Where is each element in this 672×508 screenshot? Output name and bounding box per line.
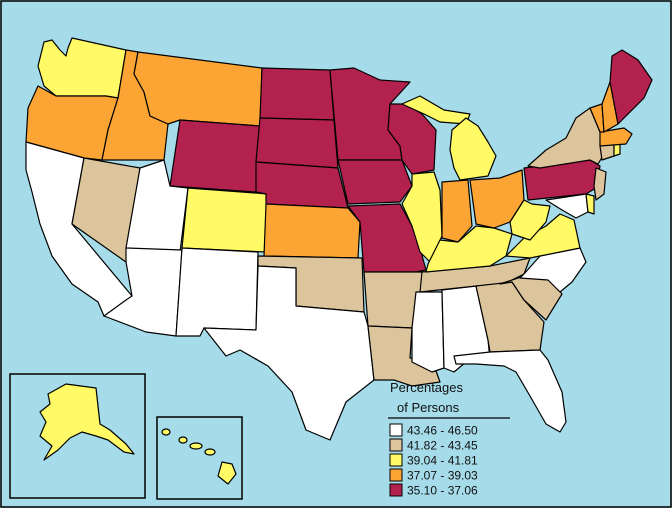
state-mississippi: [411, 291, 445, 373]
state-colorado: [181, 187, 269, 253]
state-iowa: [337, 159, 413, 205]
state-hawaii: [161, 428, 237, 485]
legend-swatch-1: [389, 423, 403, 437]
legend-title-line2: of Persons: [397, 400, 460, 415]
hawaii-inset-frame: [156, 416, 243, 500]
state-maryland: [545, 193, 589, 219]
state-kansas: [263, 203, 361, 259]
state-illinois: [401, 171, 443, 263]
state-north-dakota: [259, 67, 335, 121]
state-kentucky: [425, 225, 513, 273]
state-massachusetts: [599, 127, 633, 147]
legend-label-5: 35.10 - 37.06: [407, 484, 478, 498]
state-florida: [453, 349, 567, 433]
legend-label-2: 41.82 - 43.45: [407, 439, 478, 453]
legend-title-line1: Percentages: [390, 380, 463, 395]
state-louisiana: [367, 325, 441, 387]
state-wyoming: [169, 119, 261, 193]
legend-label-3: 39.04 - 41.81: [407, 454, 478, 468]
state-michigan-lower: [449, 117, 497, 181]
state-rhode-island: [613, 143, 621, 157]
legend: Percentages of Persons 43.46 - 46.5041.8…: [388, 380, 510, 498]
state-delaware: [585, 193, 595, 215]
legend-swatch-4: [389, 468, 403, 482]
legend-label-4: 37.07 - 39.03: [407, 469, 478, 483]
state-washington: [37, 37, 127, 99]
state-indiana: [441, 179, 473, 243]
state-alaska: [39, 383, 135, 461]
state-texas: [203, 265, 375, 441]
state-new-jersey: [593, 167, 607, 201]
legend-label-1: 43.46 - 46.50: [407, 424, 478, 438]
state-south-dakota: [255, 117, 339, 169]
state-nebraska: [255, 161, 349, 209]
state-new-mexico: [175, 247, 259, 337]
legend-swatch-2: [389, 438, 403, 452]
state-west-virginia: [509, 199, 551, 241]
state-maine: [609, 49, 653, 125]
legend-swatch-5: [389, 483, 403, 497]
legend-swatch-3: [389, 453, 403, 467]
